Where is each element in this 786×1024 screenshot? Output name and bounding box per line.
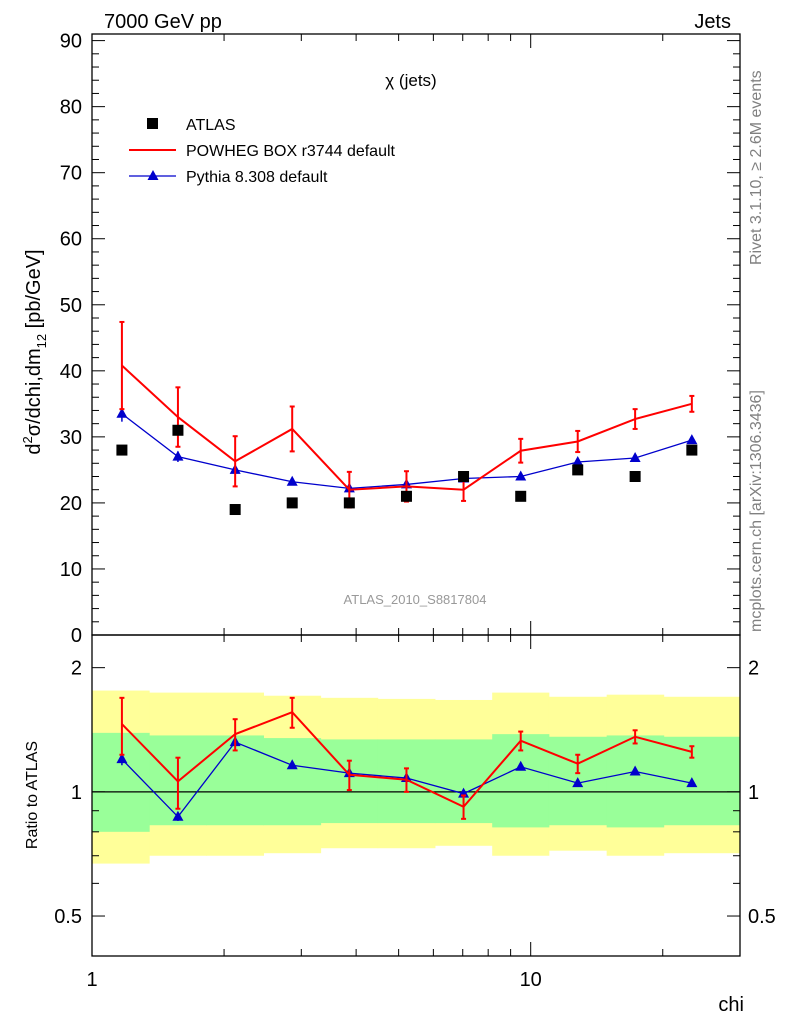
atlas-point (286, 497, 298, 509)
inner-uncertainty-band (663, 736, 741, 826)
ratio-frame (91, 634, 741, 957)
ratio-pythia-point (572, 777, 584, 788)
pythia-point (116, 407, 128, 418)
x-tick-label: 1 (86, 969, 97, 991)
process-label: Jets (694, 11, 731, 33)
main-y-tick-label: 90 (60, 31, 82, 53)
atlas-point (458, 470, 470, 482)
legend-pythia-label: Pythia 8.308 default (186, 169, 328, 186)
inner-uncertainty-band (263, 738, 322, 826)
ratio-pythia-point (458, 787, 470, 798)
ratio-y-axis-label: Ratio to ATLAS (24, 741, 41, 849)
pythia-point (286, 475, 298, 486)
main-y-tick-label: 10 (60, 559, 82, 581)
ratio-bands (92, 690, 741, 864)
ratio-y-tick-label: 2 (71, 658, 82, 680)
atlas-point (629, 470, 641, 482)
x-tick-label: 10 (520, 969, 542, 991)
main-y-axis-label: d2σ/dchi,dm12 [pb/GeV] (20, 249, 49, 454)
main-y-tick-label: 20 (60, 493, 82, 515)
ratio-plot-marks (92, 696, 740, 821)
ratio-y-ticks: 0.5 0.5 1 1 2 2 1 10 (54, 658, 776, 991)
inner-uncertainty-band (92, 732, 150, 832)
legend-atlas-label: ATLAS (186, 117, 236, 134)
ratio-pythia-point (172, 810, 184, 821)
ratio-panel: 0.5 0.5 1 1 2 2 1 10 Ratio to ATLAS chi (24, 634, 776, 1016)
pythia-point (572, 455, 584, 466)
legend: ATLAS POWHEG BOX r3744 default Pythia 8.… (129, 117, 396, 186)
main-plot-marks (116, 320, 698, 516)
main-panel: 10 20 30 40 50 60 70 80 90 0 χ (jets) ATLAS_2010_… (20, 31, 741, 647)
atlas-point (229, 504, 241, 516)
chart-title: χ (jets) (385, 71, 436, 90)
ratio-pythia-point (686, 777, 698, 788)
ratio-pythia-point (629, 765, 641, 776)
energy-label: 7000 GeV pp (104, 11, 222, 33)
main-y-tick-label: 80 (60, 97, 82, 119)
analysis-id: ATLAS_2010_S8817804 (344, 592, 487, 607)
x-axis-label: chi (718, 994, 744, 1016)
legend-pythia-marker (147, 170, 159, 180)
ratio-pythia-point (286, 759, 298, 770)
atlas-point (400, 490, 412, 502)
main-y-ticks: 10 20 30 40 50 60 70 80 90 0 (60, 31, 740, 647)
ratio-y-tick-label-right: 0.5 (748, 906, 776, 928)
mcplots-label: mcplots.cern.ch [arXiv:1306.3436] (748, 390, 765, 632)
main-y-tick-label: 60 (60, 229, 82, 251)
main-y-tick-label: 40 (60, 361, 82, 383)
main-y-tick-label: 30 (60, 427, 82, 449)
legend-powheg-label: POWHEG BOX r3744 default (186, 143, 396, 160)
pythia-point (515, 470, 527, 481)
ratio-y-tick-label: 0.5 (54, 906, 82, 928)
ratio-y-tick-label-right: 1 (748, 782, 759, 804)
main-y-tick-label: 0 (71, 625, 82, 647)
main-y-tick-label: 70 (60, 163, 82, 185)
pythia-point (686, 434, 698, 445)
rivet-label: Rivet 3.1.10, ≥ 2.6M events (748, 70, 765, 265)
atlas-point (343, 497, 355, 509)
atlas-point (686, 444, 698, 456)
pythia-point (172, 450, 184, 461)
ratio-y-tick-label-right: 2 (748, 658, 759, 680)
inner-uncertainty-band (606, 735, 665, 828)
ratio-y-tick-label: 1 (71, 782, 82, 804)
atlas-point (515, 490, 527, 502)
ratio-pythia-point (515, 760, 527, 771)
legend-atlas-marker (147, 118, 158, 129)
atlas-point (172, 424, 184, 436)
pythia-point (629, 452, 641, 463)
atlas-point (572, 464, 584, 476)
ratio-pythia-point (116, 753, 128, 764)
main-y-tick-label: 50 (60, 295, 82, 317)
atlas-point (116, 444, 128, 456)
